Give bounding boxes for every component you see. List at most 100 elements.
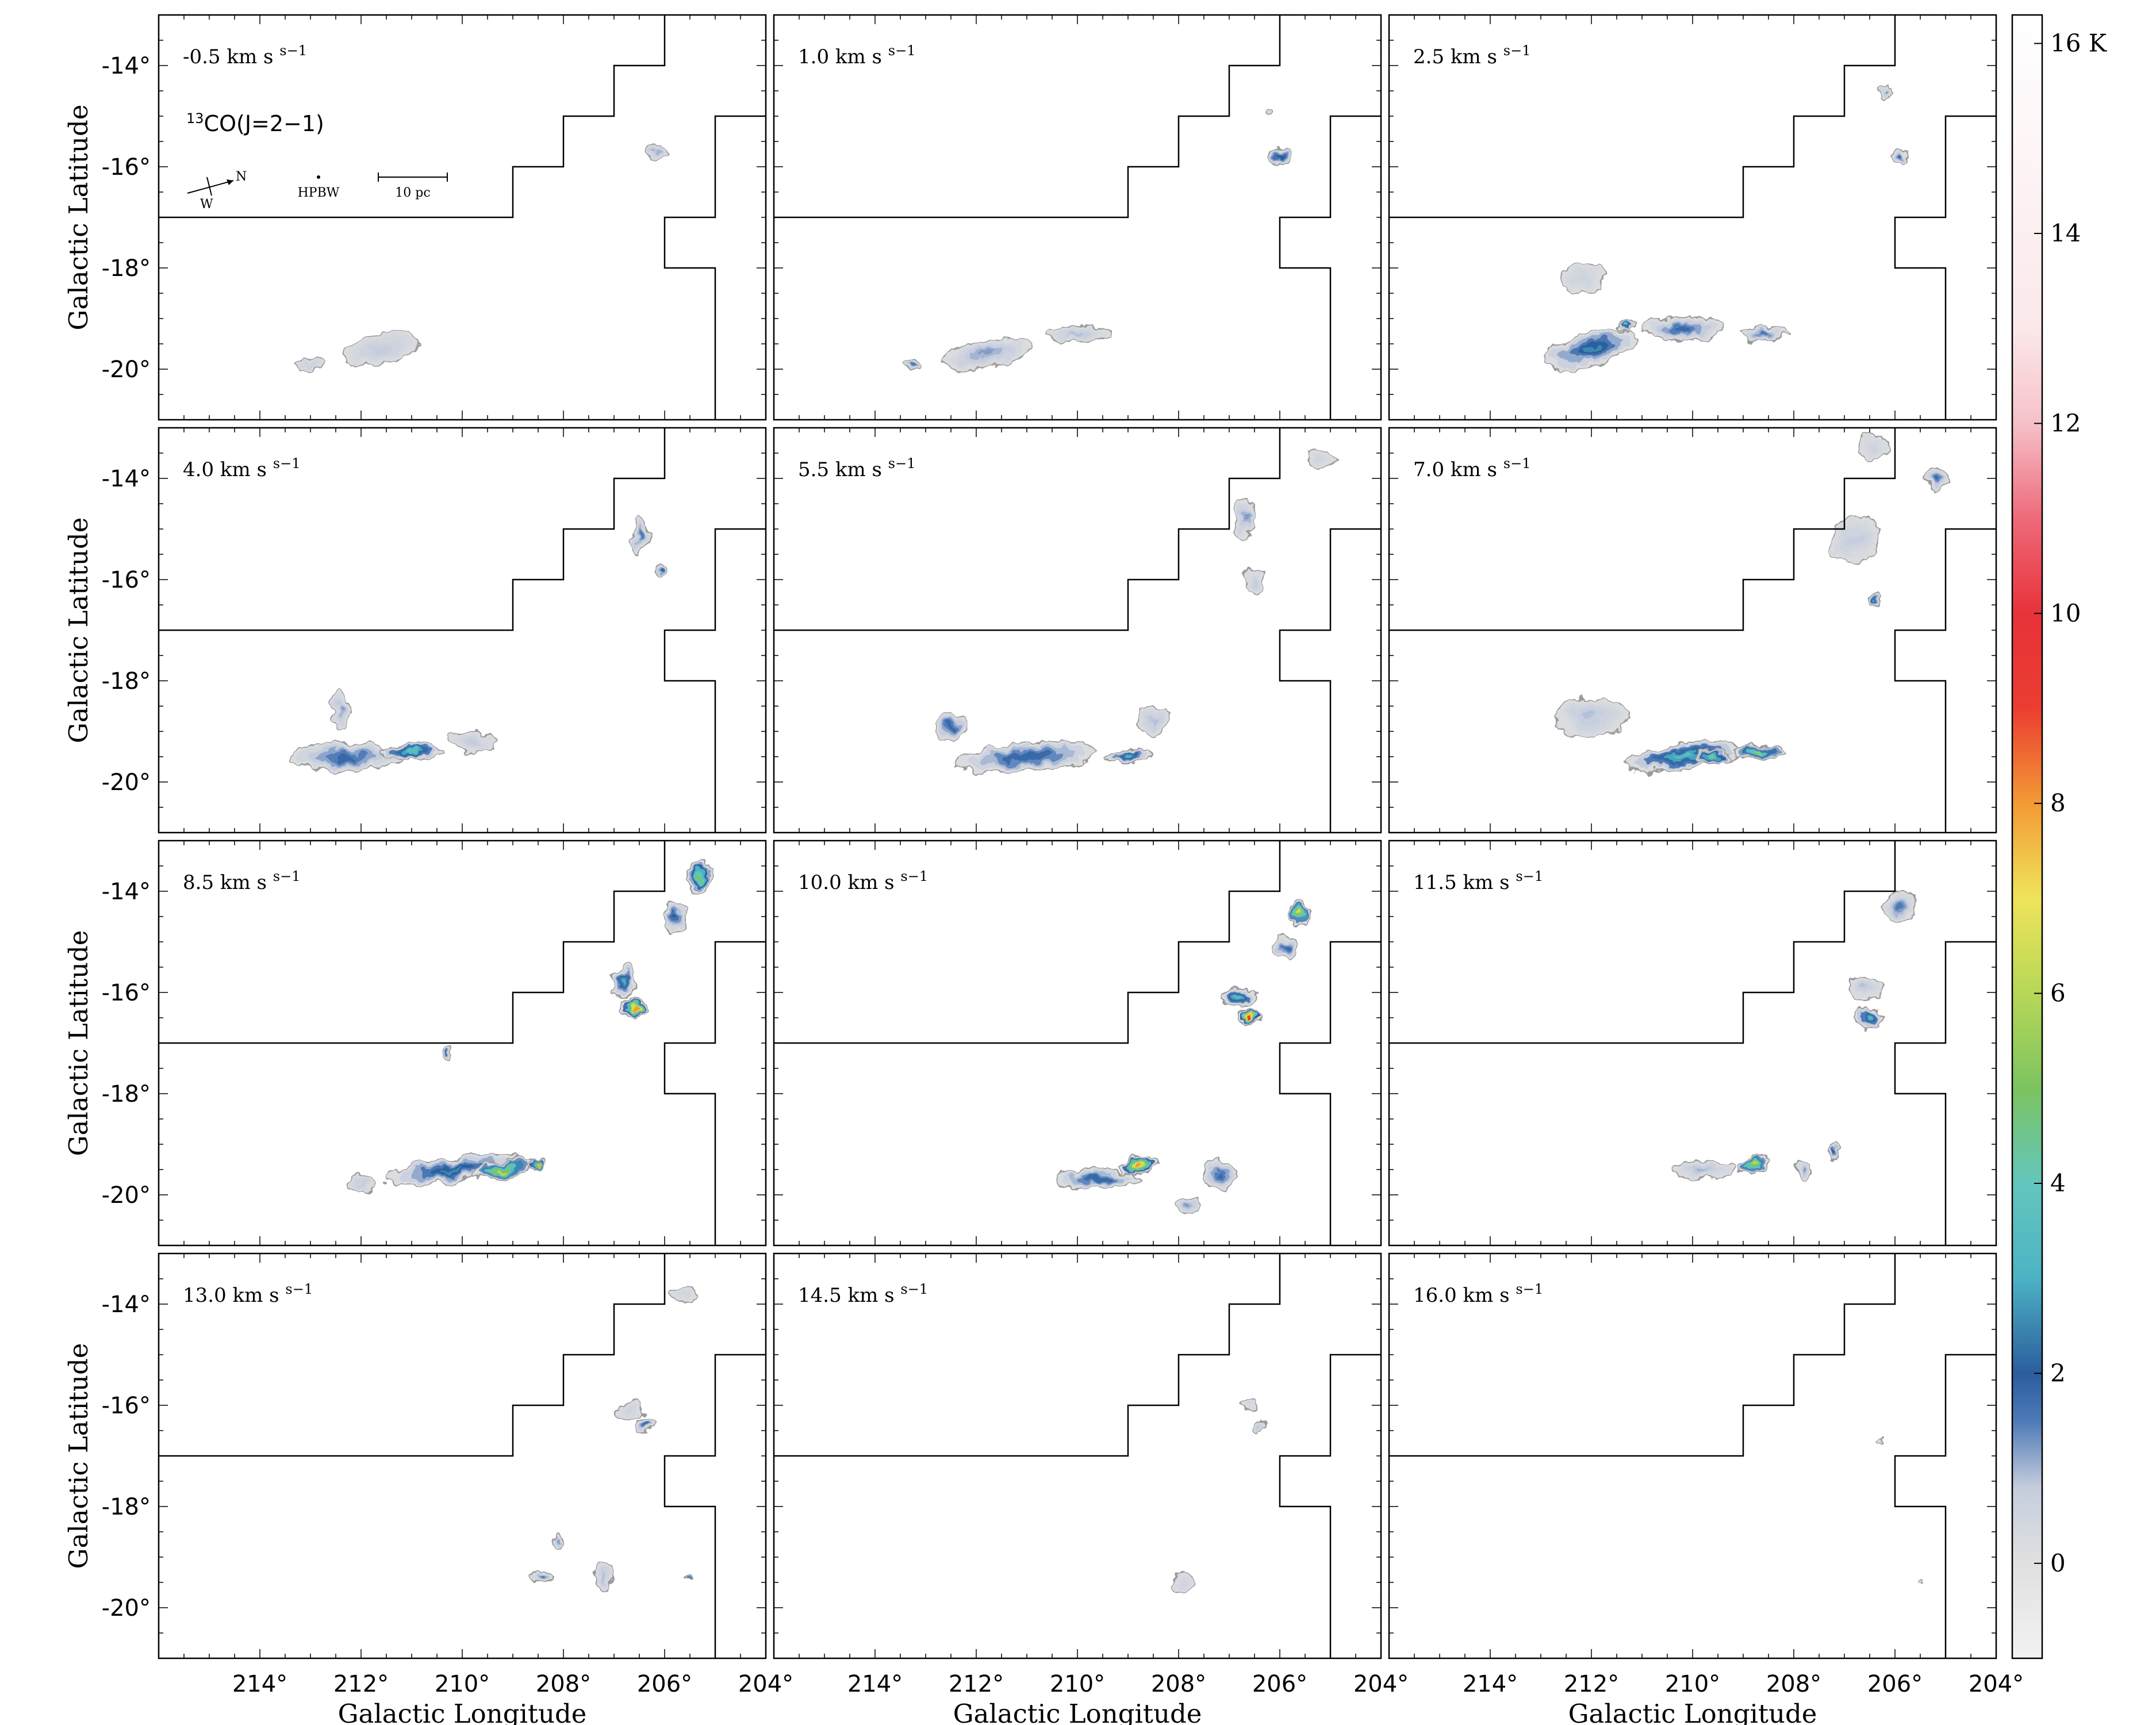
channel-panel-2.5: 2.5 km s s−1	[1388, 14, 1997, 421]
emission-clump	[557, 1540, 561, 1544]
survey-boundary	[1894, 528, 1996, 833]
emission-clump	[1898, 155, 1902, 159]
emission-clump	[1283, 945, 1287, 949]
colorbar-tick-label: 6	[2050, 979, 2066, 1007]
channel-panels: -0.5 km s s−1 -14° -16° -18° -20° 13CO(J=2−1)…	[102, 14, 2024, 1697]
y-tick-label: -18°	[102, 255, 151, 282]
emission-map	[935, 447, 1336, 773]
emission-clump	[1862, 985, 1868, 990]
colorbar: 0 2 4 6 8 10 12 14 16 K	[2011, 14, 2108, 1659]
x-tick-label: 206°	[1867, 1671, 1923, 1697]
emission-clump	[1872, 446, 1878, 450]
beam-label: HPBW	[298, 186, 340, 200]
colorbar-frame	[2011, 14, 2043, 1659]
survey-boundary	[1389, 428, 1896, 631]
emission-clump	[1015, 754, 1039, 760]
survey-boundary	[1894, 1354, 1996, 1658]
emission-clump	[406, 750, 417, 754]
emission-map	[1877, 1438, 1924, 1586]
emission-clump	[1124, 755, 1132, 758]
channel-panel-1.0: 1.0 km s s−1	[773, 14, 1382, 421]
panel-ticks	[773, 427, 1382, 833]
emission-clump	[682, 1292, 687, 1296]
y-tick-label: -14°	[102, 1291, 151, 1318]
x-tick-label: 204°	[1353, 1671, 1409, 1697]
channel-panel--0.5: -0.5 km s s−1 -14° -16° -18° -20° 13CO(J=2−1)…	[102, 14, 767, 421]
emission-clump	[1883, 89, 1887, 93]
survey-boundary	[663, 528, 766, 833]
y-axis-label: Galactic Latitude	[63, 105, 94, 331]
emission-clump	[979, 351, 994, 357]
emission-clump	[497, 1167, 508, 1172]
beam-marker	[317, 175, 320, 179]
channel-panel-16.0: 16.0 km s s−1 214° 212° 210° 208° 206° 204°	[1388, 1252, 2024, 1697]
emission-clump	[1186, 1203, 1191, 1207]
x-tick-label: 212°	[333, 1671, 389, 1697]
emission-clump	[631, 1006, 637, 1010]
emission-map	[1544, 82, 1910, 369]
y-axis-label: Galactic Latitude	[63, 518, 94, 743]
x-tick-label: 204°	[738, 1671, 793, 1697]
emission-clump	[1759, 332, 1767, 336]
emission-clump	[336, 754, 356, 760]
survey-boundary	[663, 1354, 766, 1658]
emission-clump	[1850, 535, 1859, 543]
emission-clump	[1181, 1581, 1186, 1584]
panel-ticks	[773, 14, 1382, 420]
survey-boundary	[159, 841, 666, 1044]
y-tick-label: -16°	[102, 980, 151, 1006]
emission-clump	[339, 708, 343, 714]
survey-boundary	[1389, 841, 1896, 1044]
colorbar-tick-label: 0	[2050, 1549, 2066, 1577]
emission-clump	[1257, 1424, 1261, 1428]
emission-clump	[445, 1051, 449, 1055]
emission-clump	[1242, 515, 1246, 523]
axis-labels: Galactic Latitude Galactic Latitude Galact…	[63, 105, 1817, 1725]
emission-map	[1555, 435, 1949, 772]
emission-clump	[1873, 598, 1877, 602]
y-axis-label: Galactic Latitude	[63, 1343, 94, 1569]
emission-map	[1056, 898, 1311, 1213]
y-tick-label: -18°	[102, 1081, 151, 1107]
survey-boundary	[1279, 941, 1381, 1245]
emission-clump	[653, 150, 657, 154]
x-tick-label: 212°	[1564, 1671, 1619, 1697]
emission-map	[348, 860, 713, 1193]
emission-clump	[359, 1183, 363, 1187]
y-tick-label: -20°	[102, 769, 151, 796]
survey-boundary	[774, 1254, 1281, 1457]
emission-clump	[1585, 712, 1598, 720]
x-tick-label: 212°	[949, 1671, 1004, 1697]
panel-ticks	[1388, 840, 1997, 1246]
emission-map	[530, 1285, 699, 1593]
emission-clump	[1217, 1172, 1222, 1178]
y-tick-label: -20°	[102, 1182, 151, 1209]
emission-clump	[1933, 476, 1938, 481]
emission-clump	[1248, 1404, 1252, 1407]
emission-clump	[602, 1574, 606, 1580]
survey-boundary	[1894, 941, 1996, 1245]
survey-boundary	[663, 941, 766, 1245]
colorbar-tick-label: 10	[2050, 599, 2081, 627]
y-tick-label: -16°	[102, 567, 151, 593]
x-tick-label: 208°	[1151, 1671, 1206, 1697]
x-tick-label: 206°	[637, 1671, 692, 1697]
velocity-label: 4.0 km s s−1	[183, 455, 301, 481]
x-tick-label: 208°	[536, 1671, 591, 1697]
emission-clump	[468, 739, 477, 743]
velocity-label: -0.5 km s s−1	[183, 43, 307, 68]
panel-ticks	[1388, 1253, 1997, 1659]
y-tick-label: -14°	[102, 466, 151, 492]
survey-boundary	[1279, 1354, 1381, 1658]
emission-clump	[1298, 909, 1302, 914]
emission-clump	[1072, 332, 1083, 336]
x-tick-label: 206°	[1252, 1671, 1307, 1697]
channel-panel-10.0: 10.0 km s s−1	[773, 839, 1382, 1247]
emission-clump	[1750, 1163, 1756, 1167]
emission-clump	[1091, 1178, 1104, 1182]
velocity-label: 5.5 km s s−1	[798, 455, 916, 481]
emission-clump	[688, 1575, 692, 1580]
panel-ticks	[158, 1253, 766, 1659]
emission-clump	[908, 362, 912, 366]
